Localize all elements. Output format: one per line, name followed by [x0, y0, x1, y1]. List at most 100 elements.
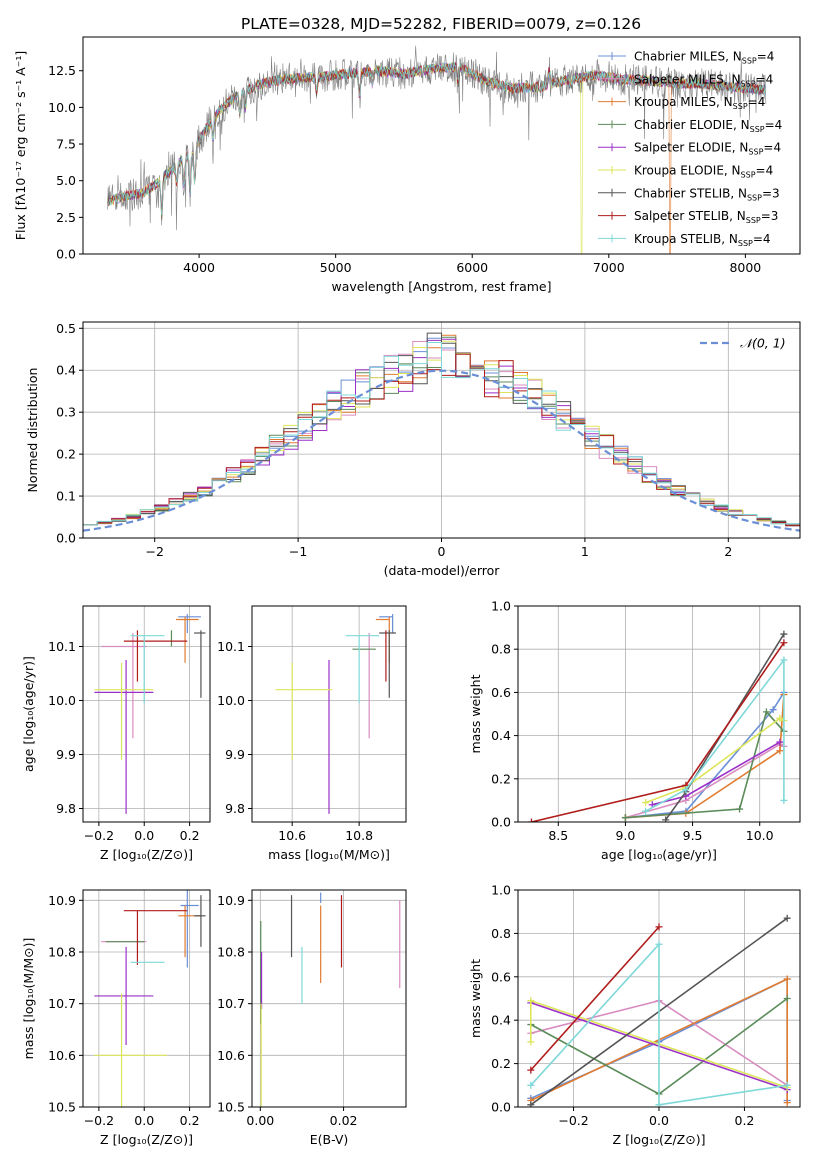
gaussian-reference-curve [83, 369, 800, 532]
errorbar-point [379, 630, 396, 698]
weight-point-marker [655, 923, 663, 931]
y-tick-label: 5.0 [56, 173, 76, 188]
y-tick-label: 12.5 [48, 63, 76, 78]
y-tick-label: 0.6 [491, 969, 511, 984]
legend: 𝒩(0, 1) [700, 336, 786, 351]
figure-title: PLATE=0328, MJD=52282, FIBERID=0079, z=0… [241, 15, 641, 33]
weight-series-line [652, 741, 781, 806]
y-tick-label: 0.1 [56, 489, 76, 504]
y-tick-label: 0.0 [56, 247, 76, 262]
y-tick-label: 0.6 [491, 685, 511, 700]
y-axis-label: Flux [fλ10⁻¹⁷ erg cm⁻² s⁻¹ A⁻¹] [13, 51, 28, 240]
y-tick-label: 2.5 [56, 210, 76, 225]
x-axis-label: Z [log₁₀(Z/Z⊙)] [613, 1132, 706, 1147]
weight-point-marker [783, 914, 791, 922]
x-tick-label: 5000 [320, 260, 352, 275]
y-tick-label: 1.0 [491, 883, 511, 898]
plot-area [527, 914, 791, 1107]
axes: −2 −1 0 1 2 0.0 0.1 0.2 0.3 0.4 0.5 (data-model)/er… [25, 321, 801, 578]
weight-point-marker [780, 639, 788, 647]
residual-histogram-step [83, 342, 800, 526]
x-axis-label: wavelength [Angstrom, rest frame] [331, 279, 551, 294]
weight-point-marker [662, 816, 670, 822]
y-tick-label: 10.0 [48, 100, 76, 115]
y-tick-label: 0.2 [491, 1056, 511, 1071]
x-tick-label: 4000 [183, 260, 215, 275]
weight-point-marker [527, 1101, 535, 1107]
x-tick-label: 0 [438, 544, 446, 559]
x-tick-label: 10.6 [278, 828, 306, 843]
weight-point-marker [527, 818, 535, 822]
weight-point-marker [783, 975, 791, 983]
y-axis-label: age [log₁₀(age/yr)] [21, 656, 36, 772]
x-tick-label: −0.2 [84, 1113, 114, 1128]
x-tick-label: 2 [724, 544, 732, 559]
weight-point-marker [776, 747, 784, 755]
mass-vs-extinction-panel: 0.00 0.02 10.5 10.6 10.7 10.8 10.9 E(B-V) [217, 889, 407, 1147]
weight-point-marker [527, 1066, 535, 1074]
legend-entry: Kroupa STELIB, NSSP=4 [634, 232, 771, 248]
model-spectrum-line [107, 61, 766, 216]
spectrum-panel: 4000 5000 6000 7000 8000 0.0 2.5 5.0 7.5 10.0 12.5… [13, 36, 801, 294]
y-tick-label: 10.6 [217, 1048, 245, 1063]
errorbar-point [175, 616, 199, 663]
weight-point-marker [527, 1038, 535, 1046]
errorbar-point [375, 616, 390, 663]
weight-point-marker [769, 706, 777, 714]
errorbar-point [94, 993, 167, 1107]
weight-series [527, 923, 663, 1074]
mass-vs-metallicity-panel: −0.2 0.0 0.2 10.5 10.6 10.7 10.8 10.9 Z [log₁₀(Z… [21, 889, 211, 1147]
y-tick-label: 0.4 [491, 728, 511, 743]
weight-point-marker [655, 940, 663, 948]
y-tick-label: 0.8 [491, 926, 511, 941]
errorbar-point [180, 890, 199, 968]
grid-lines [518, 605, 800, 823]
y-tick-label: 9.9 [225, 747, 245, 762]
x-tick-label: 8000 [729, 260, 761, 275]
axes-frame [82, 36, 801, 255]
axes: 4000 5000 6000 7000 8000 0.0 2.5 5.0 7.5 10.0 12.5… [13, 36, 801, 294]
axes: 10.6 10.8 9.8 9.9 10.0 10.1 mass [log₁₀(M/M⊙)] [217, 605, 407, 862]
errorbar-point [178, 614, 201, 633]
y-tick-label: 0.0 [56, 531, 76, 546]
weight-series [642, 656, 788, 815]
x-axis-label: E(B-V) [310, 1132, 349, 1147]
x-tick-label: 9.5 [683, 828, 703, 843]
x-axis-label: age [log₁₀(age/yr)] [601, 847, 717, 862]
y-tick-label: 10.7 [217, 996, 245, 1011]
x-tick-label: 0.00 [246, 1113, 274, 1128]
legend-entry: Chabrier STELIB, NSSP=3 [634, 186, 780, 202]
y-tick-label: 9.9 [56, 747, 76, 762]
y-axis-label: mass weight [468, 674, 483, 753]
weight-point-marker [776, 714, 784, 722]
plot-area [260, 892, 401, 1107]
x-tick-label: −0.2 [558, 1113, 588, 1128]
axes-frame [251, 889, 407, 1108]
weight-series-line [530, 926, 660, 1071]
weight-series-line [625, 743, 785, 819]
y-tick-label: 0.4 [491, 1013, 511, 1028]
y-tick-label: 1.0 [491, 599, 511, 614]
y-tick-label: 10.0 [48, 693, 76, 708]
y-axis-label: Normed distribution [25, 368, 40, 493]
age-vs-metallicity-panel: −0.2 0.0 0.2 9.8 9.9 10.0 10.1 Z [log₁₀(Z/Z⊙)] a… [21, 605, 211, 862]
y-tick-label: 10.7 [48, 996, 76, 1011]
y-axis-label: mass [log₁₀(M/M⊙)] [21, 938, 36, 1060]
x-tick-label: 0.0 [649, 1113, 669, 1128]
weight-series-line [645, 717, 785, 804]
errorbar-point [94, 662, 154, 760]
residual-histogram-panel: −2 −1 0 1 2 0.0 0.1 0.2 0.3 0.4 0.5 (data-model)/er… [25, 321, 801, 578]
y-tick-label: 10.6 [48, 1048, 76, 1063]
axes: −0.2 0.0 0.2 10.5 10.6 10.7 10.8 10.9 Z [log₁₀(Z… [21, 889, 211, 1147]
errorbar-point [275, 662, 333, 760]
legend: Chabrier MILES, NSSP=4 Salpeter MILES, NS… [598, 50, 782, 248]
y-tick-label: 10.5 [217, 1100, 245, 1115]
y-tick-label: 10.5 [48, 1100, 76, 1115]
weight-point-marker [736, 805, 744, 813]
x-axis-label: Z [log₁₀(Z/Z⊙)] [100, 1132, 193, 1147]
errorbar-point [123, 910, 188, 965]
x-axis-label: (data-model)/error [384, 563, 501, 578]
axes-frame [82, 605, 211, 823]
x-tick-label: 0.2 [735, 1113, 755, 1128]
x-tick-label: 7000 [593, 260, 625, 275]
